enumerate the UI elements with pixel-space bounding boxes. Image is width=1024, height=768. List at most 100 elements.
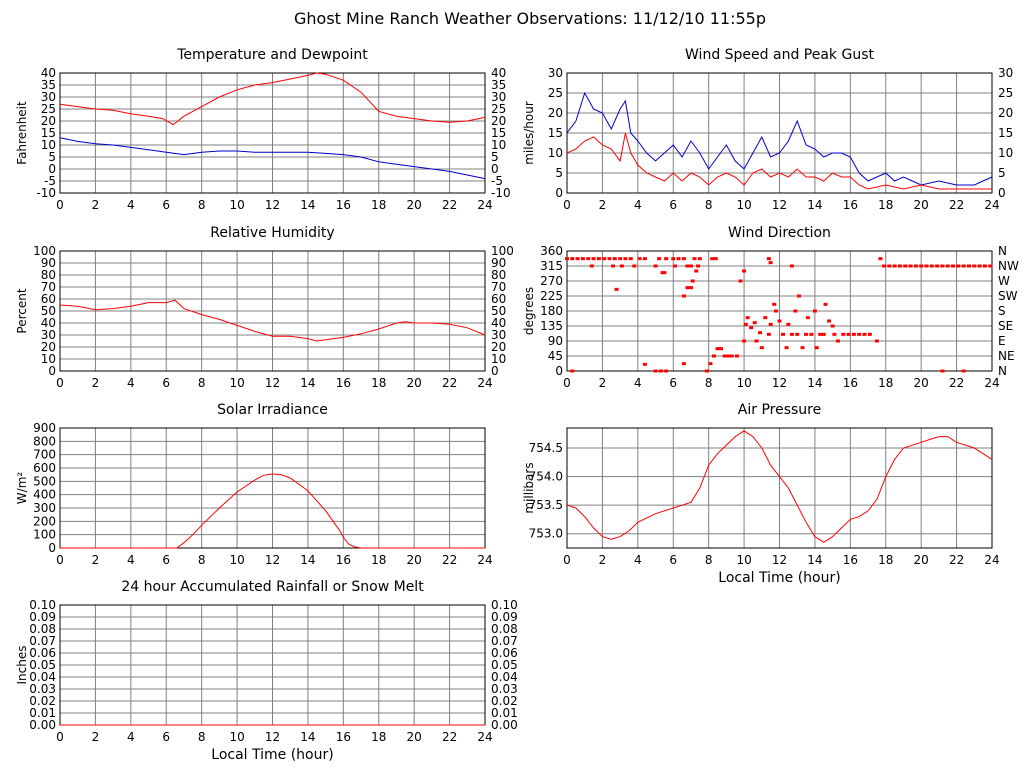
y-tick-label: 0.09 [29,610,56,624]
x-tick-label: 4 [634,198,642,212]
plot-frame [59,72,486,194]
right-tick-label: 35 [491,78,506,92]
right-tick-label: 20 [998,106,1013,120]
direction-point [878,257,883,261]
direction-point [708,362,713,366]
direction-point [664,257,669,261]
direction-point [596,257,601,261]
chart-title: Wind Direction [728,225,831,241]
y-tick-label: 10 [548,146,563,160]
direction-point [745,316,750,320]
right-tick-label: W [998,274,1010,288]
direction-point [742,339,747,343]
x-tick-label: 2 [92,376,100,390]
right-tick-label: 15 [491,126,506,140]
x-tick-label: 8 [705,198,713,212]
right-tick-label: 0 [998,186,1006,200]
direction-point [795,332,800,336]
direction-point [982,264,987,268]
direction-point [793,309,798,313]
y-tick-label: 5 [48,150,56,164]
right-tick-label: 25 [998,86,1013,100]
direction-point [919,264,924,268]
direction-point [719,347,724,351]
y-tick-label: 270 [540,274,563,288]
chart-title: Relative Humidity [210,225,334,241]
right-tick-label: 0.02 [491,694,518,708]
x-tick-label: 4 [127,730,135,744]
right-tick-label: 0.00 [491,718,518,732]
direction-point [662,271,667,275]
y-tick-label: 500 [33,474,56,488]
right-tick-label: S [998,304,1006,318]
direction-point [642,362,647,366]
y-tick-label: 15 [548,126,563,140]
chart-title: Wind Speed and Peak Gust [685,47,874,63]
direction-point [681,362,686,366]
right-tick-label: 10 [998,146,1013,160]
right-tick-label: 0.06 [491,646,518,660]
y-tick-label: 0.08 [29,622,56,636]
x-tick-label: 8 [198,730,206,744]
y-tick-label: 0.07 [29,634,56,648]
x-tick-label: 0 [56,376,64,390]
x-tick-label: 20 [914,198,929,212]
right-tick-label: 0.05 [491,658,518,672]
direction-point [768,261,773,265]
direction-point [710,257,715,261]
direction-point [851,332,856,336]
right-tick-label: 60 [491,292,506,306]
y-tick-label: 20 [41,340,56,354]
x-tick-label: 0 [563,553,571,567]
direction-point [749,326,754,330]
direction-point [940,264,945,268]
direction-point [759,346,764,350]
x-tick-label: 22 [949,553,964,567]
x-tick-label: 16 [336,553,351,567]
x-tick-label: 18 [371,730,386,744]
right-tick-label: 30 [998,66,1013,80]
y-tick-label: 40 [41,316,56,330]
y-tick-label: 60 [41,292,56,306]
x-tick-label: 24 [477,198,492,212]
x-tick-label: 10 [229,376,244,390]
x-tick-label: 18 [371,198,386,212]
y-tick-label: 0.03 [29,682,56,696]
y-tick-label: 753.5 [529,498,563,512]
right-tick-label: 90 [491,256,506,270]
y-tick-label: 135 [540,319,563,333]
direction-point [735,354,739,358]
direction-point [754,339,759,343]
y-tick-label: 100 [33,528,56,542]
y-tick-label: 5 [555,166,563,180]
x-tick-label: 18 [878,553,893,567]
direction-point [673,264,678,268]
y-tick-label: 0.01 [29,706,56,720]
x-tick-label: 20 [407,730,422,744]
direction-point [758,331,763,335]
direction-point [690,279,695,283]
x-tick-label: 12 [265,730,280,744]
y-tick-label: 753.0 [529,527,563,541]
rainfall-panel: 24 hour Accumulated Rainfall or Snow Mel… [15,579,518,763]
direction-point [887,264,892,268]
y-tick-label: 20 [41,114,56,128]
y-tick-label: 0.00 [29,718,56,732]
direction-point [862,332,867,336]
x-tick-label: 4 [634,376,642,390]
x-tick-label: 6 [669,198,677,212]
x-tick-label: 4 [127,376,135,390]
direction-point [818,332,823,336]
x-tick-label: 0 [56,198,64,212]
direction-point [766,257,771,261]
y-tick-label: 0.05 [29,658,56,672]
x-tick-label: 0 [56,553,64,567]
direction-point [628,257,633,261]
y-tick-label: 400 [33,488,56,502]
x-tick-label: 12 [772,553,787,567]
right-tick-label: 0 [491,162,499,176]
right-tick-label: 40 [491,66,506,80]
